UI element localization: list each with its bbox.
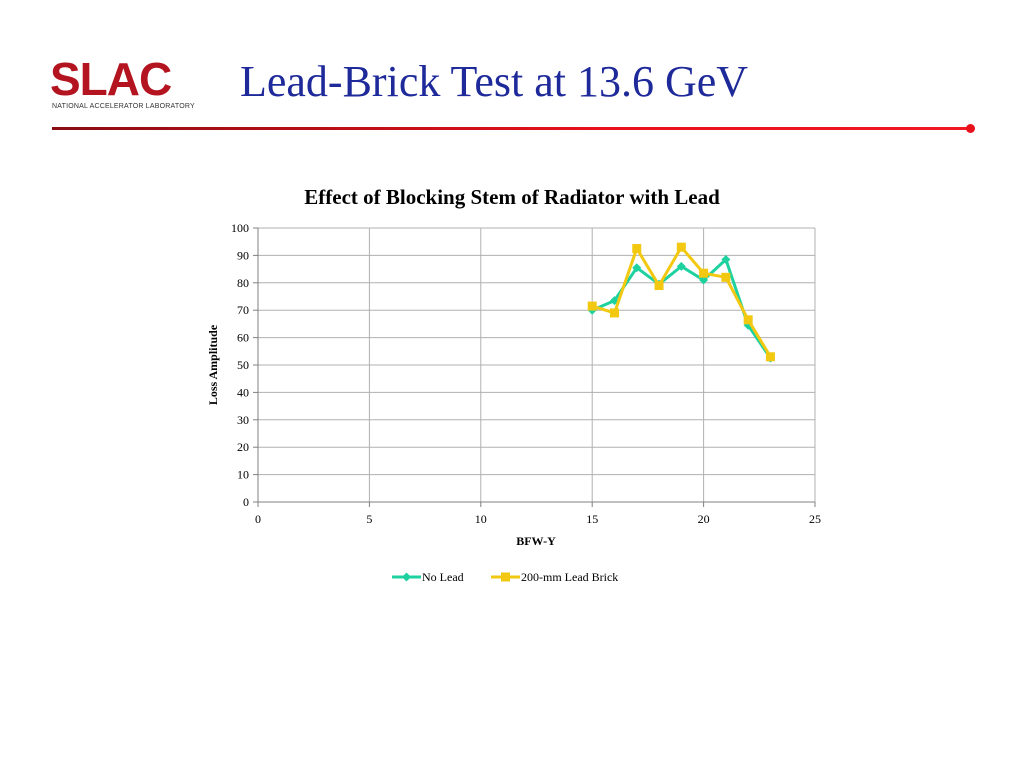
title-rule-dot <box>966 124 975 133</box>
x-axis-label: BFW-Y <box>516 534 556 548</box>
data-point <box>632 244 642 254</box>
legend-swatch-marker <box>501 572 510 582</box>
series-layer <box>587 242 775 363</box>
y-tick-label: 30 <box>237 413 249 427</box>
y-axis-label: Loss Amplitude <box>206 324 220 405</box>
data-point <box>721 255 731 265</box>
data-point <box>699 275 709 285</box>
y-tick-label: 80 <box>237 276 249 290</box>
data-point <box>676 261 686 271</box>
axis-layer: 0 10 20 30 40 50 60 70 80 90 100 0 5 10 15 20 25 <box>231 221 821 526</box>
x-tick-label: 5 <box>366 512 372 526</box>
legend-label: No Lead <box>422 570 464 584</box>
y-tick-label: 70 <box>237 303 249 317</box>
y-tick-label: 20 <box>237 440 249 454</box>
legend-item-0: No Lead <box>392 570 464 584</box>
data-point <box>676 242 686 252</box>
data-point <box>654 281 664 291</box>
logo-subtext: NATIONAL ACCELERATOR LABORATORY <box>52 103 195 110</box>
title-rule <box>52 127 970 130</box>
y-tick-label: 40 <box>237 385 249 399</box>
grid-layer <box>257 227 816 503</box>
legend-label: 200-mm Lead Brick <box>521 570 618 584</box>
data-point <box>721 272 731 282</box>
legend: No Lead 200-mm Lead Brick <box>392 570 618 584</box>
y-tick-label: 0 <box>243 495 249 509</box>
data-point <box>765 352 775 362</box>
legend-swatch-marker <box>402 572 411 582</box>
y-tick-label: 10 <box>237 468 249 482</box>
x-tick-label: 0 <box>255 512 261 526</box>
y-tick-label: 50 <box>237 358 249 372</box>
y-tick-label: 60 <box>237 331 249 345</box>
legend-item-1: 200-mm Lead Brick <box>491 570 618 584</box>
x-tick-label: 10 <box>475 512 487 526</box>
data-point <box>587 301 597 311</box>
logo-wordmark: SLAC <box>50 53 172 105</box>
series-1 <box>587 242 775 362</box>
data-point <box>609 308 619 318</box>
slide-title: Lead-Brick Test at 13.6 GeV <box>240 57 749 106</box>
slac-logo: SLAC NATIONAL ACCELERATOR LABORATORY <box>50 56 198 116</box>
x-tick-label: 20 <box>698 512 710 526</box>
data-point <box>632 263 642 273</box>
data-point <box>743 315 753 325</box>
y-tick-label: 100 <box>231 221 249 235</box>
x-tick-label: 25 <box>809 512 821 526</box>
chart-title: Effect of Blocking Stem of Radiator with… <box>304 185 720 209</box>
y-tick-label: 90 <box>237 248 249 262</box>
x-tick-label: 15 <box>586 512 598 526</box>
data-point <box>699 268 709 278</box>
